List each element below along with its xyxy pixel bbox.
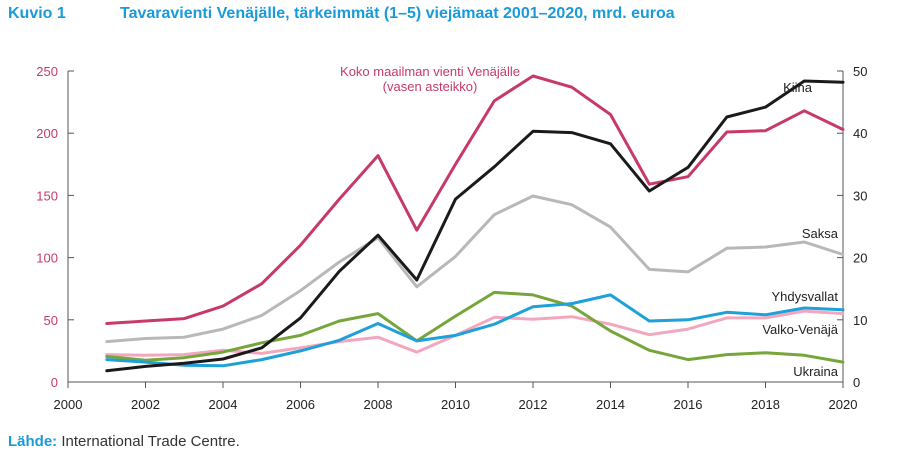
figure-label: Kuvio 1 (8, 5, 66, 22)
series-line-saksa (105, 194, 845, 344)
right-y-tick-label: 0 (853, 375, 860, 390)
x-tick-label: 2004 (209, 397, 238, 412)
x-tick-label: 2020 (829, 397, 858, 412)
source-text: International Trade Centre. (61, 433, 240, 450)
series-label-valko-ven-j-: Valko-Venäjä (762, 322, 838, 337)
series-label-koko-maailman-vienti-ven-j-lle: Koko maailman vienti Venäjälle (340, 64, 520, 79)
chart-series-labels: Koko maailman vienti Venäjälle(vasen ast… (340, 64, 839, 379)
series-label-kiina: Kiina (783, 80, 813, 95)
series-line-koko-maailman-vienti-ven-j-lle (105, 74, 845, 325)
x-tick-label: 2018 (751, 397, 780, 412)
left-y-tick-label: 150 (36, 188, 58, 203)
series-note-koko-maailman-vienti-ven-j-lle: (vasen asteikko) (383, 79, 478, 94)
x-tick-label: 2006 (286, 397, 315, 412)
series-line-kiina (105, 79, 845, 373)
right-y-tick-label: 10 (853, 313, 867, 328)
right-y-tick-label: 40 (853, 126, 867, 141)
series-line-yhdysvallat (105, 293, 845, 368)
left-y-tick-label: 250 (36, 64, 58, 79)
series-label-ukraina: Ukraina (793, 364, 839, 379)
x-tick-label: 2016 (674, 397, 703, 412)
x-tick-label: 2008 (364, 397, 393, 412)
x-tick-label: 2002 (131, 397, 160, 412)
x-tick-label: 2014 (596, 397, 625, 412)
series-line-valko-ven-j- (105, 309, 845, 357)
chart-title: Tavaravienti Venäjälle, tärkeimmät (1–5)… (120, 5, 675, 22)
right-y-tick-label: 20 (853, 251, 867, 266)
series-line-ukraina (105, 290, 845, 364)
source-label: Lähde: (8, 433, 58, 450)
series-label-saksa: Saksa (802, 226, 839, 241)
x-tick-label: 2000 (54, 397, 83, 412)
right-y-tick-label: 30 (853, 188, 867, 203)
series-label-yhdysvallat: Yhdysvallat (772, 289, 839, 304)
right-y-tick-label: 50 (853, 64, 867, 79)
chart-series-lines (105, 74, 845, 373)
chart-ticks: 0 50 100 150 200 250 0 10 20 30 40 50 2000 2002 2004 20… (36, 64, 867, 412)
left-y-tick-label: 200 (36, 126, 58, 141)
source-note: Lähde: International Trade Centre. (8, 433, 240, 450)
left-y-tick-label: 50 (44, 313, 58, 328)
left-y-tick-label: 0 (51, 375, 58, 390)
x-tick-label: 2012 (519, 397, 548, 412)
left-y-tick-label: 100 (36, 251, 58, 266)
x-tick-label: 2010 (441, 397, 470, 412)
